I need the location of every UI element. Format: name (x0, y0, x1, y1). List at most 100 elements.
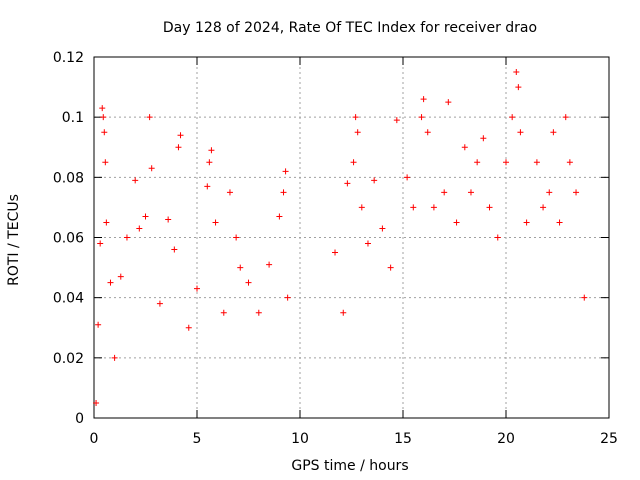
data-point (418, 114, 425, 121)
data-point (175, 144, 182, 151)
data-point (206, 159, 213, 166)
axis-ticks: 0 0.02 0.04 0.06 0.08 0.1 0.12 0 5 10 15 20 25 (53, 50, 618, 447)
data-point (111, 354, 118, 361)
data-point (509, 114, 516, 121)
grid-lines (94, 57, 609, 418)
data-point (142, 213, 149, 220)
y-tick-label: 0.12 (53, 50, 84, 66)
x-tick-label: 15 (394, 431, 412, 447)
x-tick-label: 10 (291, 431, 309, 447)
data-point (132, 177, 139, 184)
data-point (430, 204, 437, 211)
data-points (93, 69, 588, 406)
data-point (364, 240, 371, 247)
data-point (103, 219, 110, 226)
y-tick-label: 0.02 (53, 351, 84, 367)
data-point (276, 213, 283, 220)
data-point (404, 174, 411, 181)
data-point (332, 249, 339, 256)
data-point (136, 225, 143, 232)
chart-title: Day 128 of 2024, Rate Of TEC Index for r… (163, 20, 537, 36)
data-point (117, 273, 124, 280)
data-point (148, 165, 155, 172)
data-point (387, 264, 394, 271)
data-point (480, 135, 487, 142)
data-point (280, 189, 287, 196)
data-point (194, 285, 200, 292)
y-tick-label: 0 (75, 411, 84, 427)
data-point (255, 309, 262, 316)
data-point (474, 159, 481, 166)
data-point (165, 216, 172, 223)
data-point (212, 219, 219, 226)
data-point (100, 114, 107, 121)
data-point (515, 84, 522, 91)
data-point (550, 129, 557, 136)
data-point (424, 129, 431, 136)
data-point (523, 219, 530, 226)
data-point (233, 234, 240, 241)
data-point (562, 114, 569, 121)
data-point (352, 114, 359, 121)
data-point (358, 204, 365, 211)
data-point (123, 234, 130, 241)
data-point (204, 183, 211, 190)
data-point (282, 168, 289, 175)
data-point (226, 189, 233, 196)
data-point (371, 177, 378, 184)
y-axis-label: ROTI / TECUs (6, 194, 22, 286)
data-point (393, 117, 400, 124)
x-tick-label: 5 (193, 431, 202, 447)
data-point (185, 324, 192, 331)
data-point (494, 234, 501, 241)
data-point (453, 219, 460, 226)
data-point (237, 264, 244, 271)
data-point (146, 114, 153, 121)
x-tick-label: 20 (497, 431, 515, 447)
data-point (107, 279, 114, 286)
data-point (513, 69, 520, 76)
data-point (533, 159, 540, 166)
x-tick-label: 25 (600, 431, 618, 447)
data-point (266, 261, 273, 268)
data-point (340, 309, 347, 316)
data-point (486, 204, 493, 211)
data-point (220, 309, 227, 316)
x-tick-label: 0 (90, 431, 99, 447)
data-point (354, 129, 361, 136)
data-point (467, 189, 474, 196)
data-point (546, 189, 553, 196)
data-point (245, 279, 252, 286)
y-tick-label: 0.06 (53, 231, 84, 247)
y-tick-label: 0.1 (62, 110, 84, 126)
data-point (445, 99, 452, 106)
data-point (344, 180, 351, 187)
data-point (566, 159, 573, 166)
data-point (177, 132, 184, 139)
data-point (420, 96, 427, 103)
y-tick-label: 0.04 (53, 291, 84, 307)
data-point (99, 105, 106, 112)
data-point (573, 189, 580, 196)
data-point (97, 240, 104, 247)
data-point (171, 246, 178, 253)
data-point (208, 147, 215, 154)
data-point (95, 321, 102, 328)
data-point (517, 129, 524, 136)
data-point (581, 294, 588, 301)
data-point (101, 129, 108, 136)
x-axis-label: GPS time / hours (291, 458, 408, 474)
data-point (441, 189, 448, 196)
data-point (461, 144, 468, 151)
y-tick-label: 0.08 (53, 170, 84, 186)
data-point (156, 300, 163, 307)
data-point (503, 159, 509, 166)
data-point (350, 159, 357, 166)
data-point (410, 204, 417, 211)
data-point (540, 204, 547, 211)
plot-area (93, 56, 610, 419)
data-point (93, 399, 100, 406)
data-point (379, 225, 386, 232)
data-point (102, 159, 109, 166)
